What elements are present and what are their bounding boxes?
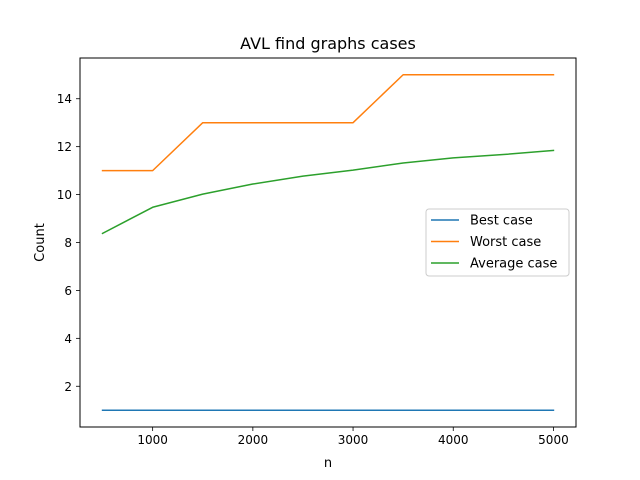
series-layer	[101, 74, 555, 411]
y-tick-label-4: 10	[57, 188, 72, 202]
x-axis-ticks: 1000 2000 3000 4000 5000	[137, 427, 569, 447]
y-axis-ticks: 2 4 6 8 10 12 14	[57, 92, 80, 394]
x-tick-label-2: 3000	[338, 433, 369, 447]
y-tick-label-5: 12	[57, 140, 72, 154]
series-line-2	[101, 149, 555, 235]
x-tick-label-4: 5000	[538, 433, 569, 447]
x-tick-label-3: 4000	[438, 433, 469, 447]
series-line-1	[101, 74, 555, 172]
legend-label-0: Best case	[470, 214, 533, 229]
x-tick-label-0: 1000	[137, 433, 168, 447]
legend-label-2: Average case	[470, 257, 557, 272]
x-axis-label: n	[324, 456, 332, 471]
y-axis-label: Count	[33, 223, 48, 262]
legend-label-1: Worst case	[470, 235, 541, 250]
x-tick-label-1: 2000	[238, 433, 269, 447]
legend-items: Best case Worst case Average case	[431, 214, 557, 272]
legend: Best case Worst case Average case	[425, 208, 570, 277]
y-tick-label-1: 4	[64, 332, 72, 346]
y-tick-label-0: 2	[64, 380, 72, 394]
y-tick-label-2: 6	[64, 284, 72, 298]
y-tick-label-6: 14	[57, 92, 72, 106]
legend-box	[425, 208, 570, 277]
chart-title: AVL find graphs cases	[240, 34, 416, 53]
y-tick-label-3: 8	[64, 236, 72, 250]
